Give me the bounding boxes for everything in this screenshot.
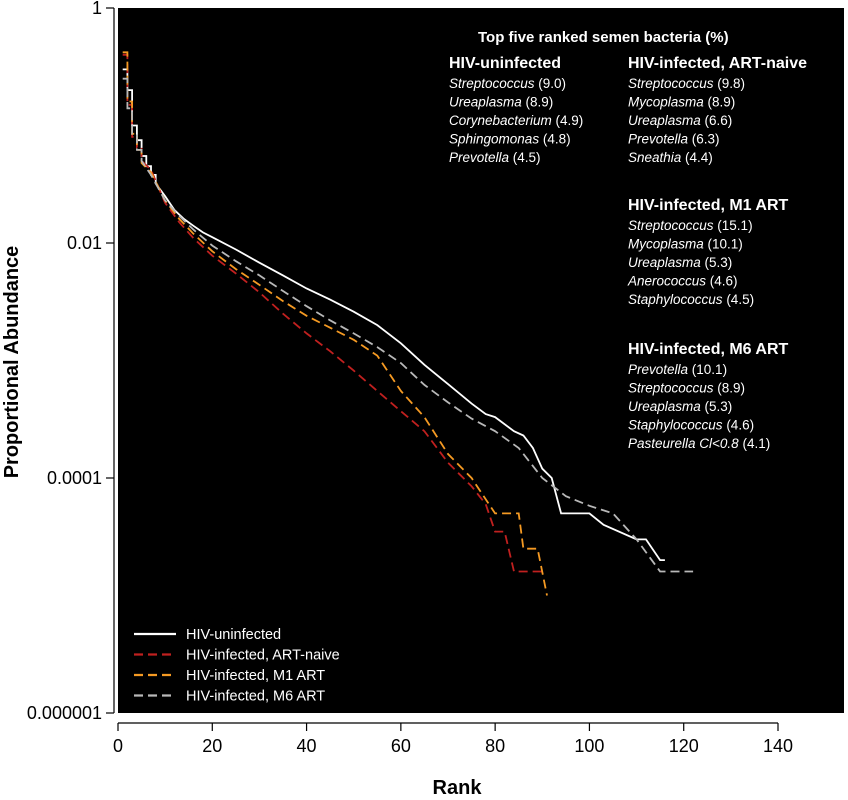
annotation-genus: Mycoplasma xyxy=(628,95,704,110)
annotation-percent: (4.9) xyxy=(552,113,584,128)
y-axis-title: Proportional Abundance xyxy=(1,246,23,479)
annotation-heading: HIV-infected, M1 ART xyxy=(628,197,789,214)
annotation-item: Prevotella (6.3) xyxy=(628,132,720,147)
x-tick-label: 60 xyxy=(391,736,411,756)
annotation-item: Streptococcus (15.1) xyxy=(628,218,753,233)
annotation-genus: Prevotella xyxy=(628,362,689,377)
legend-label: HIV-infected, ART-naive xyxy=(186,648,340,664)
annotation-percent: (10.1) xyxy=(688,362,727,377)
series-line-2 xyxy=(122,53,543,573)
annotation-percent: (5.3) xyxy=(701,399,733,414)
annotation-genus: Streptococcus xyxy=(449,76,535,91)
annotation-genus: Staphylococcus xyxy=(628,418,723,433)
plot-background xyxy=(118,8,844,713)
annotation-genus: Sphingomonas xyxy=(449,132,539,147)
annotation-genus: Ureaplasma xyxy=(628,113,701,128)
annotation-genus: Prevotella xyxy=(628,132,689,147)
annotation-item: Staphylococcus (4.6) xyxy=(628,418,754,433)
x-tick-label: 40 xyxy=(297,736,317,756)
annotation-genus: Pasteurella Cl<0.8 xyxy=(628,436,739,451)
annotation-percent: (9.8) xyxy=(714,76,746,91)
annotation-genus: Streptococcus xyxy=(628,76,714,91)
annotation-genus: Ureaplasma xyxy=(628,399,701,414)
x-tick-label: 140 xyxy=(763,736,793,756)
annotation-heading: HIV-infected, ART-naive xyxy=(628,55,807,72)
series-line-4 xyxy=(122,77,694,573)
x-axis-title: Rank xyxy=(433,777,483,799)
top-bacteria-annotations: Top five ranked semen bacteria (%) HIV-u… xyxy=(449,29,807,451)
series-line-3 xyxy=(122,51,548,596)
annotation-percent: (4.8) xyxy=(539,132,571,147)
annotation-genus: Prevotella xyxy=(449,150,510,165)
x-tick-label: 120 xyxy=(669,736,699,756)
legend: HIV-uninfected HIV-infected, ART-naive HIV… xyxy=(134,627,340,705)
annotation-item: Prevotella (4.5) xyxy=(449,150,541,165)
annotation-percent: (4.6) xyxy=(723,418,755,433)
annotation-percent: (4.1) xyxy=(739,436,771,451)
annotation-percent: (8.9) xyxy=(522,95,554,110)
legend-label: HIV-uninfected xyxy=(186,627,281,643)
annotation-item: Anerococcus (4.6) xyxy=(627,274,738,289)
annotation-item: Streptococcus (8.9) xyxy=(628,381,745,396)
annotation-item: Ureaplasma (5.3) xyxy=(628,255,732,270)
annotation-item: Streptococcus (9.8) xyxy=(628,76,745,91)
y-tick-label: 1 xyxy=(92,0,102,18)
annotation-percent: (4.4) xyxy=(681,150,713,165)
annotation-item: Staphylococcus (4.5) xyxy=(628,292,754,307)
annotation-percent: (4.6) xyxy=(706,274,738,289)
annotation-percent: (4.5) xyxy=(509,150,541,165)
y-tick-label: 0.0001 xyxy=(47,468,102,488)
annotation-item: Mycoplasma (8.9) xyxy=(628,95,735,110)
x-tick-label: 0 xyxy=(113,736,123,756)
annotation-genus: Streptococcus xyxy=(628,381,714,396)
x-axis: 0 20 40 60 80 100 120 140 xyxy=(113,722,793,756)
x-tick-label: 100 xyxy=(574,736,604,756)
annotation-item: Ureaplasma (6.6) xyxy=(628,113,732,128)
annotation-percent: (8.9) xyxy=(714,381,746,396)
annotation-item: Streptococcus (9.0) xyxy=(449,76,566,91)
x-tick-label: 20 xyxy=(202,736,222,756)
annotation-genus: Staphylococcus xyxy=(628,292,723,307)
series-layer xyxy=(122,51,694,596)
y-tick-label: 0.000001 xyxy=(27,703,102,723)
annotation-percent: (4.5) xyxy=(723,292,755,307)
annotation-genus: Streptococcus xyxy=(628,218,714,233)
x-tick-label: 80 xyxy=(485,736,505,756)
annotation-genus: Sneathia xyxy=(628,150,682,165)
annotation-heading: HIV-infected, M6 ART xyxy=(628,341,789,358)
annotation-genus: Corynebacterium xyxy=(449,113,552,128)
annotation-percent: (15.1) xyxy=(714,218,753,233)
annotation-item: Corynebacterium (4.9) xyxy=(449,113,583,128)
annotation-item: Prevotella (10.1) xyxy=(628,362,727,377)
annotation-percent: (6.3) xyxy=(688,132,720,147)
annotation-percent: (9.0) xyxy=(535,76,567,91)
annotation-item: Pasteurella Cl<0.8 (4.1) xyxy=(628,436,770,451)
annotation-item: Sneathia (4.4) xyxy=(628,150,713,165)
annotation-item: Ureaplasma (8.9) xyxy=(449,95,553,110)
annotation-percent: (6.6) xyxy=(701,113,733,128)
annotation-genus: Ureaplasma xyxy=(628,255,701,270)
annotation-percent: (10.1) xyxy=(704,237,743,252)
annotation-heading: HIV-uninfected xyxy=(449,55,561,72)
annotation-item: Ureaplasma (5.3) xyxy=(628,399,732,414)
y-tick-label: 0.01 xyxy=(67,233,102,253)
annotation-percent: (8.9) xyxy=(704,95,736,110)
annotation-title: Top five ranked semen bacteria (%) xyxy=(478,29,729,46)
legend-label: HIV-infected, M6 ART xyxy=(186,689,325,705)
annotation-genus: Mycoplasma xyxy=(628,237,704,252)
legend-label: HIV-infected, M1 ART xyxy=(186,668,325,684)
annotation-item: Mycoplasma (10.1) xyxy=(628,237,743,252)
annotation-genus: Anerococcus xyxy=(627,274,706,289)
annotation-genus: Ureaplasma xyxy=(449,95,522,110)
annotation-item: Sphingomonas (4.8) xyxy=(449,132,571,147)
y-axis: 1 0.01 0.0001 0.000001 xyxy=(27,0,115,723)
annotation-percent: (5.3) xyxy=(701,255,733,270)
